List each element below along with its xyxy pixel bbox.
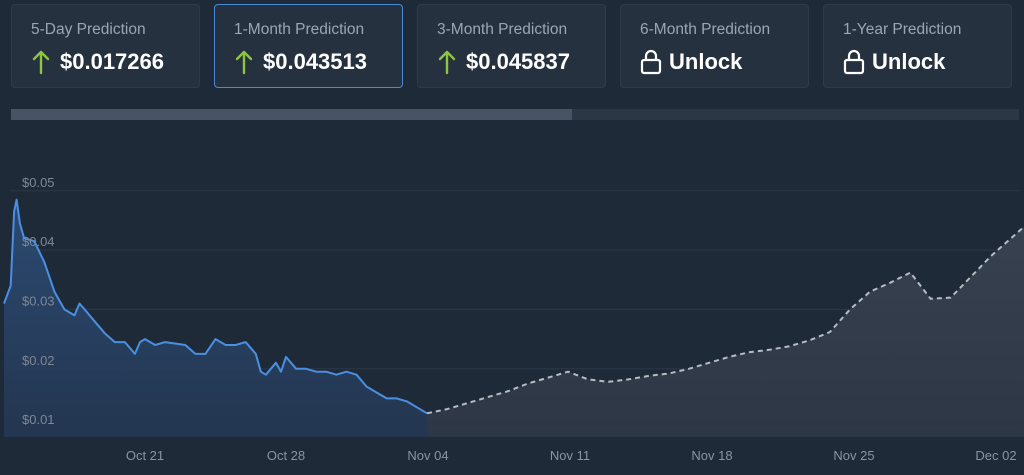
arrow-up-icon: [234, 49, 254, 75]
x-tick-label: Oct 21: [126, 448, 164, 463]
x-tick-label: Nov 04: [407, 448, 448, 463]
unlock-label: Unlock: [872, 49, 946, 74]
lock-icon: [640, 49, 662, 75]
card-label: 1-Month Prediction: [234, 21, 365, 38]
card-6-month[interactable]: 6-Month Prediction Unlock: [620, 4, 809, 88]
card-value: $0.045837: [466, 49, 570, 74]
card-label: 6-Month Prediction: [640, 21, 771, 38]
y-tick-label: $0.04: [22, 234, 55, 249]
scrollbar-thumb[interactable]: [11, 109, 573, 120]
lock-icon: [843, 49, 865, 75]
card-5-day[interactable]: 5-Day Prediction $0.017266: [11, 4, 200, 88]
history-area: [4, 199, 427, 437]
chart-scrollbar[interactable]: [11, 109, 1019, 120]
card-value: $0.043513: [263, 49, 367, 74]
card-value: $0.017266: [60, 49, 164, 74]
x-tick-label: Oct 28: [267, 448, 305, 463]
card-1-month[interactable]: 1-Month Prediction $0.043513: [214, 4, 403, 88]
x-tick-label: Nov 18: [691, 448, 732, 463]
x-tick-label: Nov 25: [833, 448, 874, 463]
x-tick-label: Nov 11: [550, 448, 590, 463]
card-label: 1-Year Prediction: [843, 21, 962, 38]
unlock-label: Unlock: [669, 49, 743, 74]
price-chart: $0.01 $0.02 $0.03 $0.04 $0.05 Oct 21 Oct 28 Nov…: [3, 175, 1024, 463]
y-tick-label: $0.01: [22, 412, 55, 427]
forecast-line: [426, 225, 1024, 415]
card-label: 5-Day Prediction: [31, 21, 146, 38]
x-tick-label: Dec 02: [975, 448, 1016, 463]
history-line: [3, 198, 428, 415]
card-1-year[interactable]: 1-Year Prediction Unlock: [823, 4, 1012, 88]
y-tick-label: $0.02: [22, 353, 55, 368]
card-3-month[interactable]: 3-Month Prediction $0.045837: [417, 4, 606, 88]
y-tick-label: $0.03: [22, 293, 55, 308]
card-label: 3-Month Prediction: [437, 21, 568, 38]
arrow-up-icon: [437, 49, 457, 75]
arrow-up-icon: [31, 49, 51, 75]
y-tick-label: $0.05: [22, 175, 55, 190]
forecast-area: [427, 226, 1024, 437]
